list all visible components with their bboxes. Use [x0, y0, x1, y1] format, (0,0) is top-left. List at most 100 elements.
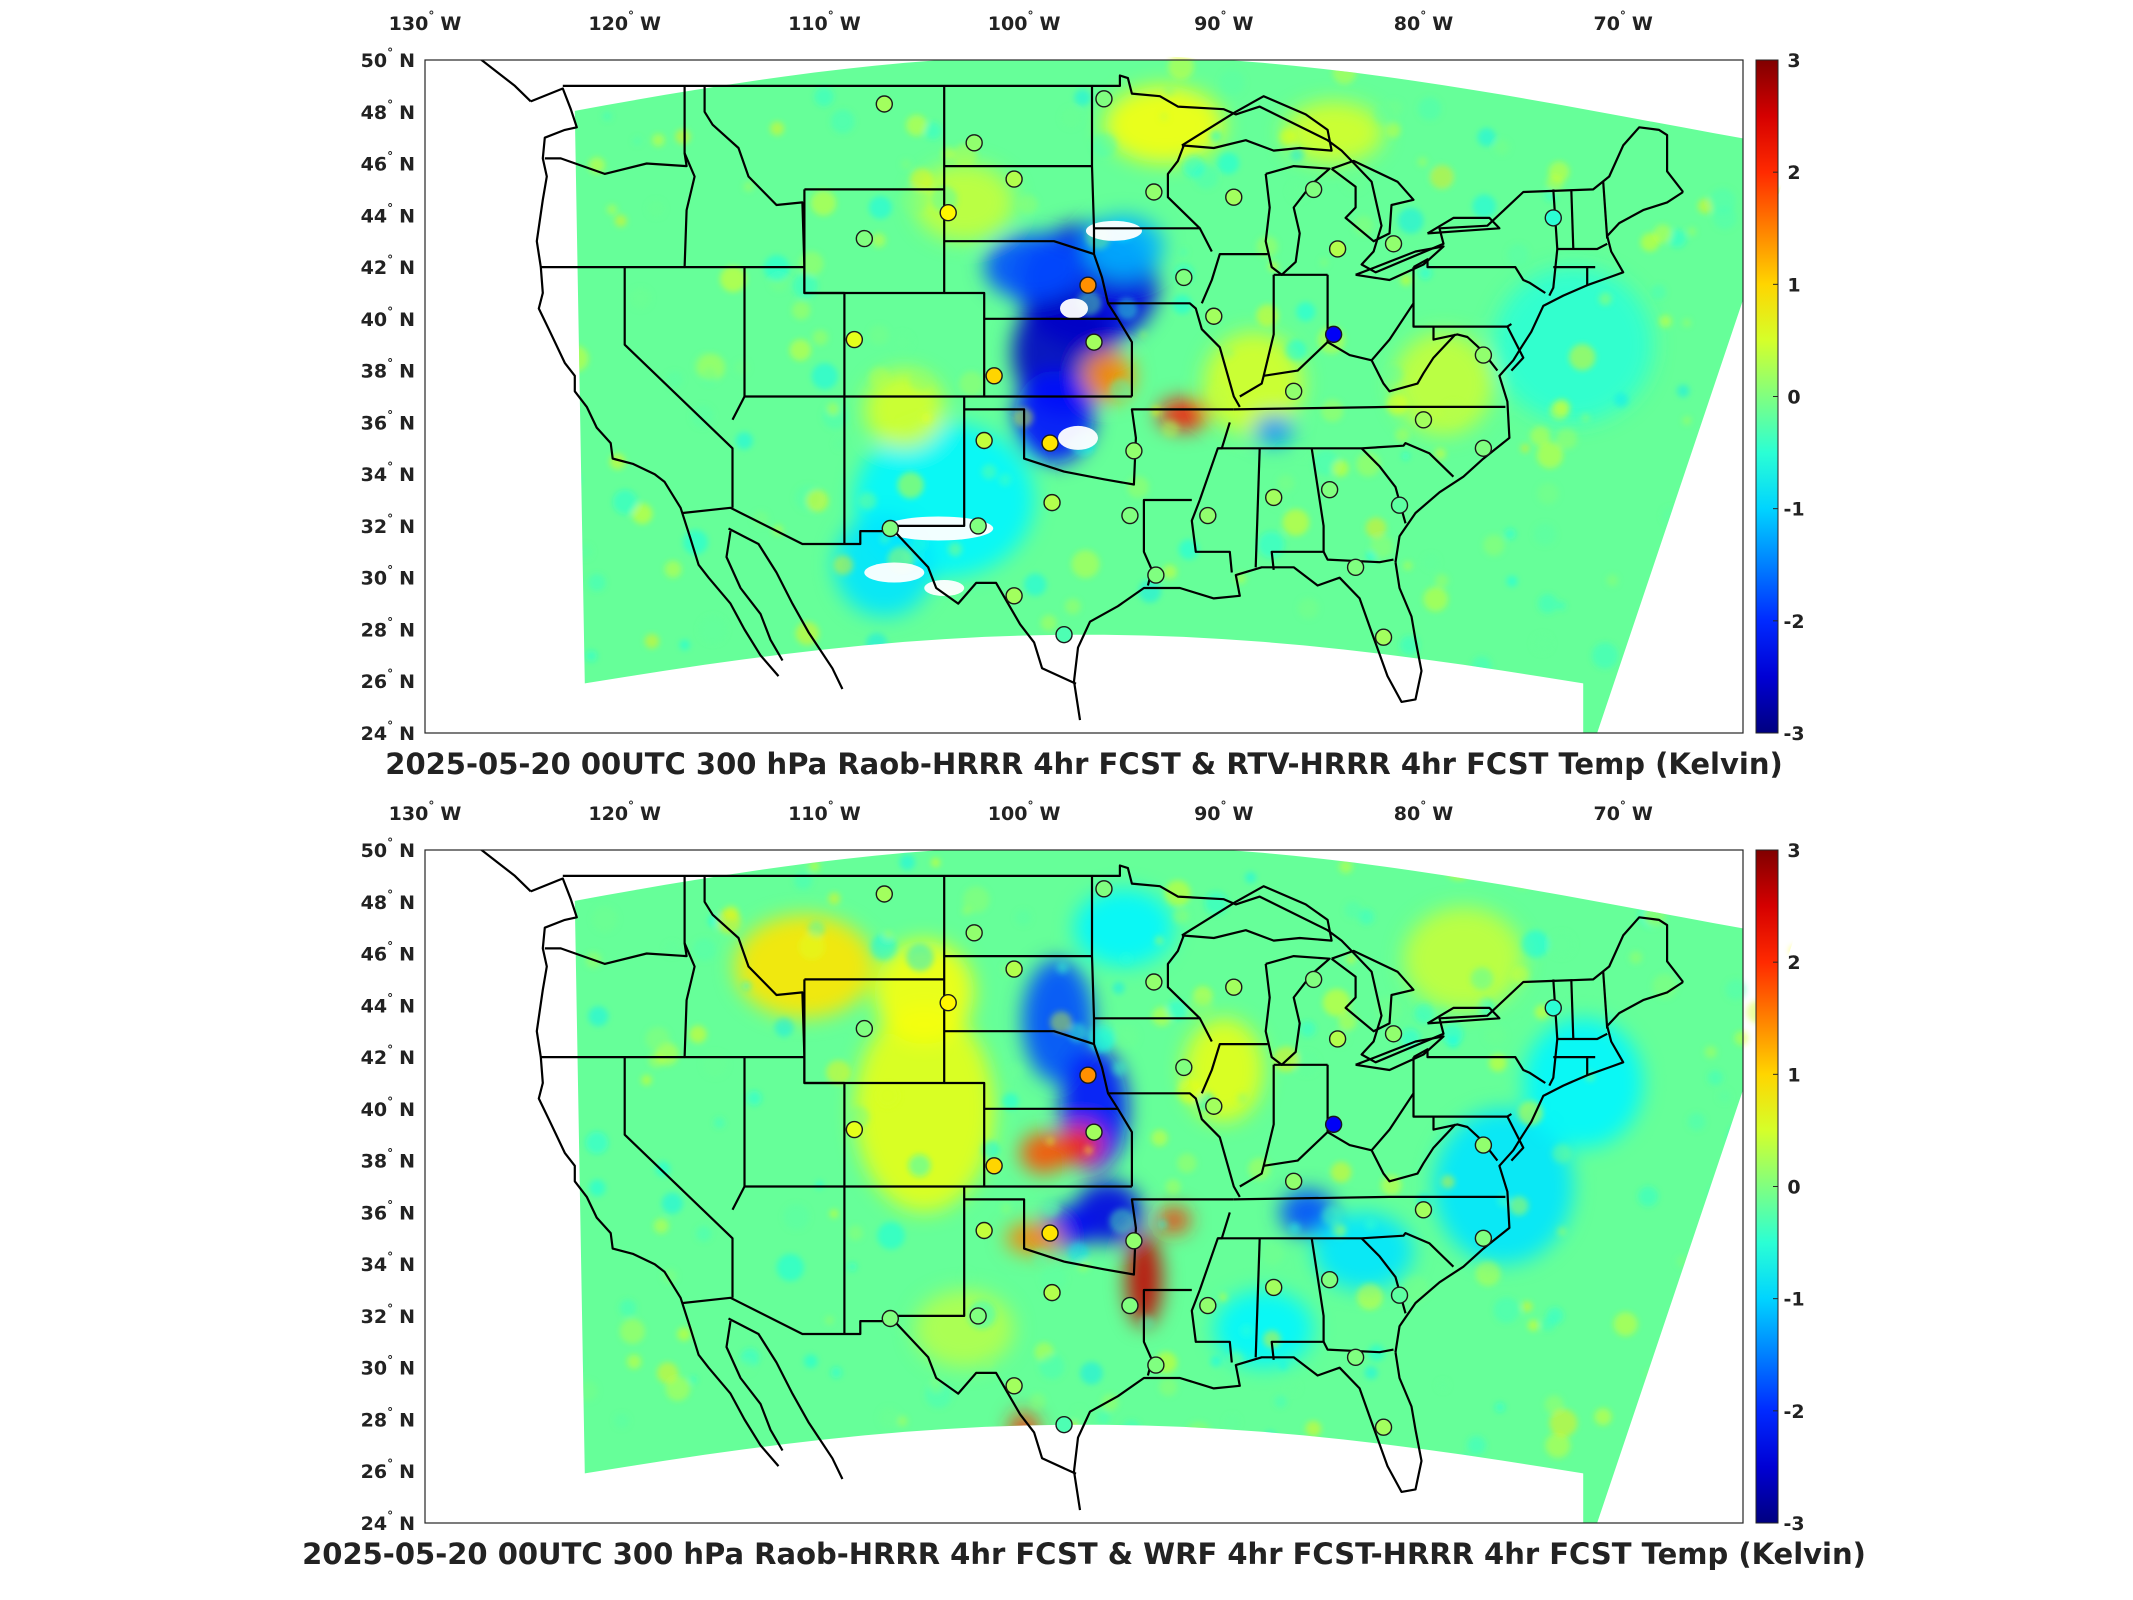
- raob-station-marker: [1079, 276, 1097, 294]
- field-texture: [776, 1253, 804, 1282]
- lat-tick-label: 50° N: [361, 46, 415, 72]
- missing-data-gap: [1058, 425, 1099, 450]
- field-texture: [906, 943, 934, 972]
- raob-station-marker: [1121, 1296, 1139, 1315]
- field-anomaly: [874, 940, 975, 1045]
- field-texture: [962, 886, 990, 913]
- field-texture: [916, 552, 926, 562]
- map-frame: [424, 849, 1744, 1524]
- great-lake-shore: [1426, 216, 1501, 235]
- field-texture: [1217, 152, 1240, 175]
- raob-station-marker: [1005, 960, 1023, 978]
- raob-station-marker: [1328, 1030, 1347, 1048]
- field-texture: [1277, 474, 1295, 492]
- field-texture: [1709, 188, 1736, 215]
- colorbar-tick-label: 3: [1787, 50, 1800, 72]
- temperature-difference-field: [574, 54, 1803, 742]
- field-texture: [1319, 258, 1329, 267]
- lat-tick-label: 40° N: [361, 305, 415, 331]
- raob-station-marker: [1055, 625, 1073, 644]
- missing-data-gap: [1085, 220, 1142, 241]
- state-border: [1200, 1043, 1268, 1094]
- field-texture: [877, 1221, 905, 1250]
- field-texture: [859, 492, 877, 510]
- state-border: [1370, 1123, 1457, 1183]
- raob-station-marker: [1145, 973, 1163, 991]
- field-texture: [1166, 999, 1188, 1020]
- field-texture: [1182, 155, 1205, 179]
- state-border: [1200, 253, 1268, 304]
- field-texture: [1092, 132, 1117, 158]
- field-texture: [661, 1192, 683, 1214]
- raob-station-marker: [965, 134, 983, 152]
- field-texture: [1483, 534, 1505, 556]
- raob-station-marker: [1374, 628, 1393, 646]
- field-texture: [1373, 104, 1395, 125]
- field-anomaly: [1020, 1132, 1069, 1174]
- state-border: [1570, 189, 1575, 250]
- raob-station-marker: [1205, 307, 1223, 325]
- field-texture: [1151, 1006, 1172, 1027]
- state-border: [1233, 405, 1506, 411]
- field-texture: [1554, 399, 1571, 416]
- lon-tick-label: 110° W: [788, 9, 861, 35]
- coastline: [1072, 1352, 1423, 1511]
- state-border: [1263, 1064, 1329, 1167]
- field-texture: [899, 854, 916, 871]
- raob-station-marker: [1265, 488, 1283, 507]
- field-texture: [1159, 1377, 1178, 1397]
- field-texture: [1177, 1153, 1197, 1173]
- field-texture: [1402, 1275, 1429, 1302]
- field-texture: [1548, 931, 1575, 958]
- field-texture: [1504, 528, 1516, 540]
- raob-station-marker: [975, 431, 993, 450]
- raob-station-marker: [1225, 978, 1243, 996]
- raob-station-marker: [1390, 1286, 1409, 1304]
- state-border: [1602, 971, 1609, 1029]
- international-border: [682, 506, 1077, 685]
- field-texture: [689, 1025, 707, 1044]
- field-texture: [810, 190, 837, 216]
- field-texture: [1552, 1143, 1572, 1164]
- field-texture: [774, 1017, 794, 1037]
- field-texture: [1537, 593, 1558, 614]
- field-texture: [799, 251, 824, 276]
- field-texture: [1494, 139, 1510, 155]
- field-texture: [1556, 428, 1578, 450]
- field-texture: [924, 122, 942, 140]
- field-texture: [1384, 365, 1404, 384]
- raob-station-marker: [985, 367, 1003, 385]
- field-texture: [1591, 642, 1619, 669]
- field-texture: [1298, 597, 1319, 619]
- raob-station-marker: [1085, 333, 1103, 351]
- coastline: [1394, 191, 1684, 563]
- field-texture: [812, 329, 829, 346]
- field-texture: [876, 1084, 900, 1108]
- state-border: [1254, 1238, 1261, 1358]
- field-texture: [1437, 1380, 1449, 1391]
- field-texture: [653, 1218, 669, 1234]
- field-texture: [1423, 586, 1448, 612]
- state-border: [944, 1030, 1095, 1046]
- raob-station-marker: [1043, 493, 1061, 512]
- state-border: [1108, 302, 1241, 408]
- raob-station-marker: [1324, 1115, 1343, 1134]
- lat-tick-label: 38° N: [361, 1147, 415, 1173]
- field-texture: [770, 121, 785, 136]
- field-texture: [588, 573, 606, 592]
- field-texture: [1434, 448, 1446, 460]
- raob-station-marker: [1284, 382, 1303, 401]
- field-texture: [589, 1179, 606, 1197]
- bottom-map-panel: 130° W 120° W 110° W 100° W 90° W 80° W 70° W 50° N 48° N…: [0, 790, 2133, 1590]
- field-texture: [1223, 347, 1234, 358]
- geographic-boundaries: [479, 60, 1684, 721]
- field-texture: [1544, 1395, 1564, 1415]
- field-texture: [1042, 1199, 1061, 1218]
- field-texture: [1401, 451, 1410, 461]
- field-texture: [644, 634, 660, 649]
- raob-station-marker: [855, 1019, 874, 1038]
- great-lake-shore: [1264, 165, 1331, 276]
- panel-title: 2025-05-20 00UTC 300 hPa Raob-HRRR 4hr F…: [302, 1537, 1866, 1571]
- field-texture: [1064, 598, 1081, 615]
- field-texture: [1339, 859, 1353, 874]
